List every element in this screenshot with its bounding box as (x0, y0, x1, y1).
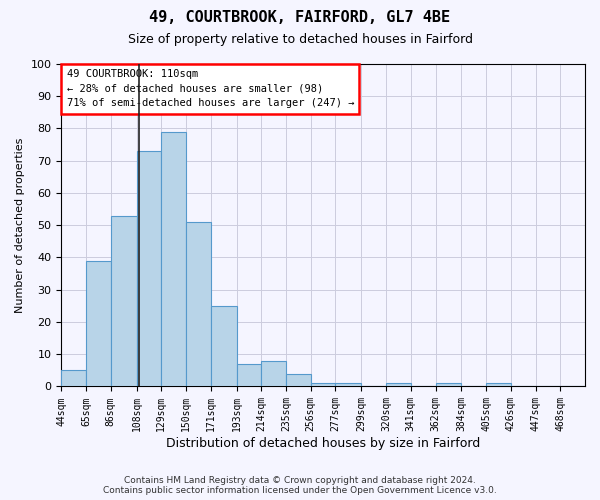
Text: Contains HM Land Registry data © Crown copyright and database right 2024.
Contai: Contains HM Land Registry data © Crown c… (103, 476, 497, 495)
Y-axis label: Number of detached properties: Number of detached properties (15, 138, 25, 313)
X-axis label: Distribution of detached houses by size in Fairford: Distribution of detached houses by size … (166, 437, 480, 450)
Bar (86, 260, 111, 386)
Text: 49 COURTBROOK: 110sqm
← 28% of detached houses are smaller (98)
71% of semi-deta: 49 COURTBROOK: 110sqm ← 28% of detached … (67, 69, 354, 108)
Bar (111, 216, 137, 386)
Bar (161, 132, 186, 386)
Bar (262, 360, 286, 386)
Bar (236, 364, 262, 386)
Bar (486, 383, 511, 386)
Bar (186, 222, 211, 386)
Bar (335, 383, 361, 386)
Bar (137, 151, 161, 386)
Bar (211, 306, 236, 386)
Bar (436, 383, 461, 386)
Bar (311, 383, 335, 386)
Text: Size of property relative to detached houses in Fairford: Size of property relative to detached ho… (128, 32, 473, 46)
Bar (61, 370, 86, 386)
Bar (386, 383, 411, 386)
Bar (286, 374, 311, 386)
Text: 49, COURTBROOK, FAIRFORD, GL7 4BE: 49, COURTBROOK, FAIRFORD, GL7 4BE (149, 10, 451, 25)
